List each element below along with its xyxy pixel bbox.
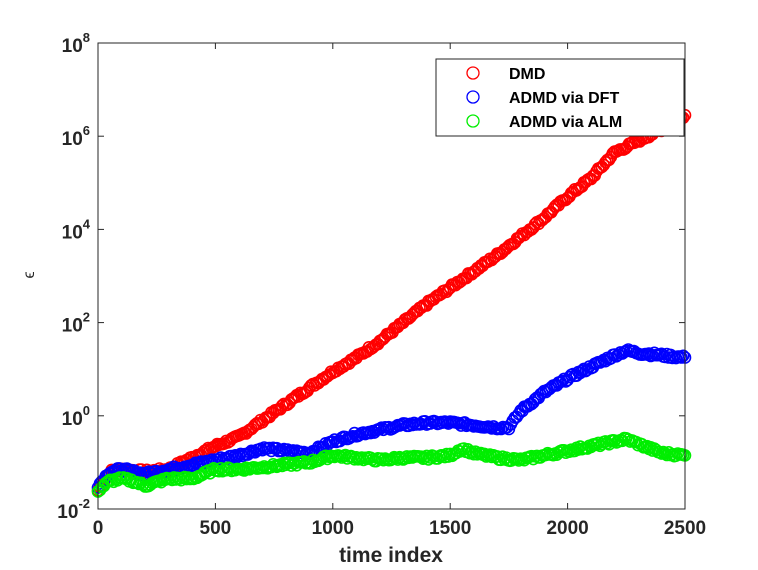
legend-box [435, 58, 685, 137]
data-point [324, 365, 338, 379]
y-tick-label: 108 [62, 30, 90, 57]
y-tick-exponent: -2 [78, 496, 90, 511]
y-tick-exponent: 8 [83, 30, 90, 45]
y-tick-label: 10-2 [57, 496, 90, 523]
x-tick-label: 0 [93, 518, 104, 539]
x-axis-label: time index [339, 544, 443, 567]
legend-label: ADMD via DFT [509, 90, 619, 107]
legend: DMD ADMD via DFT ADMD via ALM [435, 58, 685, 137]
x-tick-label: 2500 [664, 518, 706, 539]
data-point [675, 351, 688, 364]
y-tick-exponent: 4 [83, 216, 91, 231]
y-tick-exponent: 6 [83, 123, 90, 138]
data-point [656, 445, 670, 459]
y-tick-label: 102 [62, 310, 90, 337]
y-axis-label: ϵ [21, 271, 38, 278]
y-tick-base: 10 [62, 409, 83, 430]
plot-frame [97, 42, 686, 510]
legend-label: DMD [509, 66, 545, 83]
series-admd-via-alm [91, 431, 692, 498]
y-tick-label: 106 [62, 123, 90, 150]
data-point [256, 461, 269, 475]
x-tick-label: 2000 [546, 518, 588, 539]
x-tick-label: 1500 [429, 518, 471, 539]
data-point [360, 426, 374, 440]
data-point [655, 347, 668, 361]
y-tick-base: 10 [62, 222, 83, 243]
y-tick-base: 10 [62, 36, 83, 57]
legend-label: ADMD via ALM [509, 114, 622, 131]
y-tick-exponent: 2 [83, 310, 90, 325]
y-tick-base: 10 [57, 502, 78, 523]
y-tick-label: 100 [62, 403, 90, 430]
y-tick-exponent: 0 [83, 403, 90, 418]
x-tick-label: 500 [200, 518, 232, 539]
y-tick-base: 10 [62, 129, 83, 150]
legend-marker [466, 114, 480, 128]
x-tick-label: 1000 [312, 518, 354, 539]
legend-marker [466, 66, 480, 80]
legend-marker [466, 90, 480, 104]
data-point [573, 366, 587, 380]
y-tick-base: 10 [62, 316, 83, 337]
data-point [440, 447, 453, 461]
data-point [676, 349, 690, 363]
data-point [575, 364, 589, 378]
y-tick-label: 104 [62, 216, 91, 243]
